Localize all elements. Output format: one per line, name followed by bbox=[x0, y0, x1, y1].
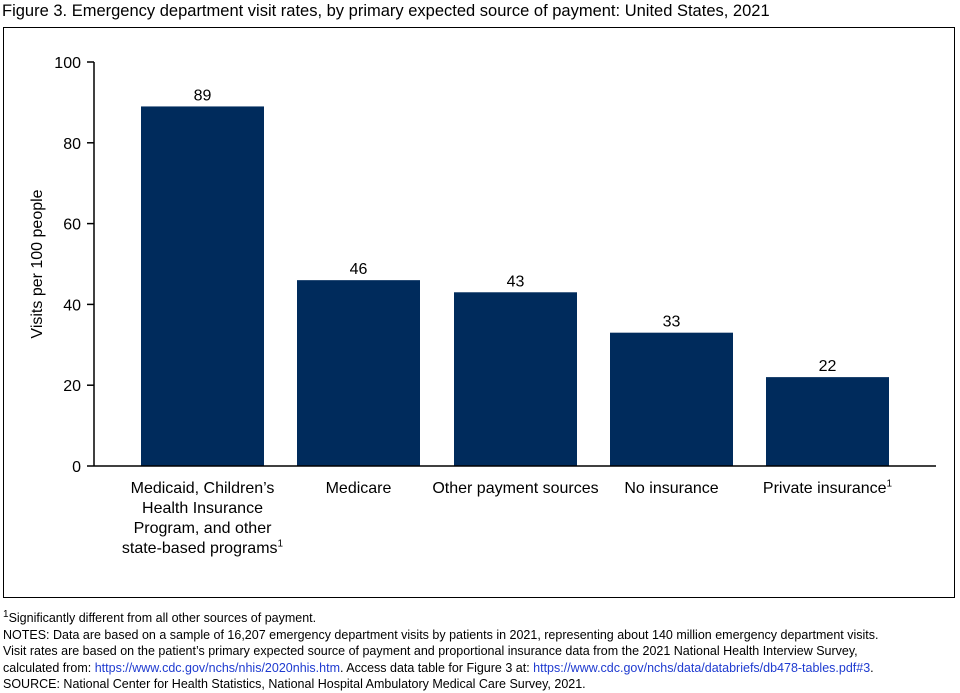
notes-line-1: NOTES: Data are based on a sample of 16,… bbox=[3, 627, 879, 642]
bar-chart: 89 46 43 33 22 0 20 40 60 80 100 Visits per 100 peo… bbox=[29, 55, 936, 476]
bar bbox=[141, 106, 264, 466]
figure-title: Figure 3. Emergency department visit rat… bbox=[2, 2, 770, 20]
chart-frame: 89 46 43 33 22 0 20 40 60 80 100 Visits per 100 peo… bbox=[3, 27, 955, 598]
value-label: 89 bbox=[194, 87, 212, 104]
source-line: SOURCE: National Center for Health Stati… bbox=[3, 677, 586, 691]
notes-line-2: Visit rates are based on the patient’s p… bbox=[3, 644, 858, 658]
category-label: No insurance bbox=[624, 480, 719, 497]
value-label: 22 bbox=[819, 358, 837, 375]
footnote-significance: 1Significantly different from all other … bbox=[3, 608, 317, 625]
y-tick-label: 20 bbox=[63, 378, 81, 395]
category-label: Private insurance1 bbox=[762, 478, 893, 497]
bar bbox=[766, 377, 889, 466]
data-table-link[interactable]: https://www.cdc.gov/nchs/data/databriefs… bbox=[533, 660, 871, 675]
value-label: 43 bbox=[507, 273, 525, 290]
bar bbox=[454, 292, 577, 466]
y-tick-label: 0 bbox=[72, 459, 81, 476]
bar bbox=[610, 332, 733, 466]
value-label: 46 bbox=[350, 261, 368, 278]
y-axis-label: Visits per 100 people bbox=[29, 189, 46, 338]
nhis-link[interactable]: https://www.cdc.gov/nchs/nhis/2020nhis.h… bbox=[94, 660, 340, 675]
y-tick-label: 80 bbox=[63, 136, 81, 153]
y-tick-label: 60 bbox=[63, 217, 81, 234]
bar bbox=[297, 280, 420, 466]
category-label: Medicaid, Children’s Health Insurance Pr… bbox=[121, 480, 284, 557]
footnote-marker: 1 bbox=[3, 608, 9, 620]
value-label: 33 bbox=[663, 314, 681, 331]
category-label: Other payment sources bbox=[432, 480, 599, 497]
notes-line-3: calculated from: https://www.cdc.gov/nch… bbox=[3, 660, 874, 675]
y-tick-label: 100 bbox=[54, 55, 81, 72]
footnotes: 1Significantly different from all other … bbox=[3, 608, 958, 693]
y-tick-label: 40 bbox=[63, 297, 81, 314]
category-label: Medicare bbox=[325, 480, 392, 497]
